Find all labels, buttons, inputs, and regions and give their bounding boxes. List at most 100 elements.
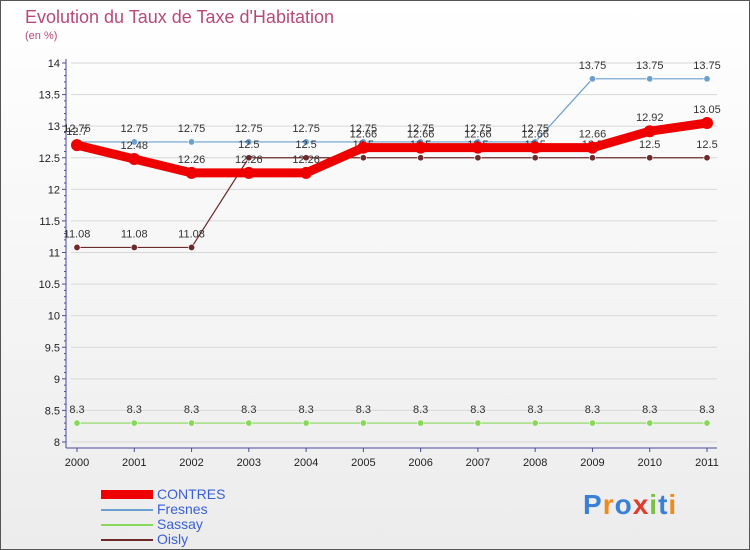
data-point — [531, 154, 539, 162]
x-tick-label: 2000 — [65, 457, 89, 469]
x-tick-label: 2008 — [523, 457, 547, 469]
data-point — [414, 141, 427, 154]
data-label: 8.3 — [699, 404, 714, 416]
data-label: 12.75 — [235, 123, 263, 135]
legend-item-oisly: Oisly — [101, 532, 225, 547]
data-label: 12.75 — [350, 123, 378, 135]
data-point — [417, 419, 425, 427]
data-label: 12.75 — [464, 123, 492, 135]
y-tick-label: 14 — [48, 58, 60, 70]
data-label: 8.3 — [127, 404, 142, 416]
y-tick-label: 13 — [48, 121, 60, 133]
logo-letter: r — [602, 489, 615, 520]
data-label: 12.26 — [292, 154, 320, 166]
logo-letter: P — [583, 489, 603, 520]
data-point — [130, 419, 138, 427]
logo-letter: i — [649, 489, 659, 520]
x-tick-label: 2010 — [637, 457, 661, 469]
data-label: 12.66 — [521, 129, 549, 141]
data-label: 11.08 — [121, 228, 148, 240]
data-label: 12.92 — [636, 112, 664, 124]
data-point — [302, 419, 310, 427]
data-point — [474, 419, 482, 427]
legend-swatch-contres — [101, 490, 153, 499]
data-point — [703, 419, 711, 427]
x-tick-label: 2002 — [179, 457, 203, 469]
data-point — [130, 243, 138, 251]
data-point — [703, 154, 711, 162]
data-label: 13.05 — [693, 104, 721, 116]
legend-item-sassay: Sassay — [101, 517, 225, 532]
legend-label-sassay: Sassay — [157, 516, 203, 532]
data-point — [242, 166, 255, 179]
legend-item-contres: CONTRES — [101, 487, 225, 502]
data-point — [300, 166, 313, 179]
data-point — [73, 243, 81, 251]
legend-label-contres: CONTRES — [157, 486, 226, 502]
series-line — [75, 118, 708, 178]
legend-swatch-oisly — [101, 538, 153, 541]
legend-item-fresnes: Fresnes — [101, 502, 225, 517]
data-label: 11.08 — [178, 228, 205, 240]
data-label: 12.48 — [121, 140, 149, 152]
data-label: 12.66 — [350, 129, 378, 141]
data-label: 8.3 — [642, 404, 657, 416]
y-tick-label: 9 — [54, 374, 60, 386]
data-point — [245, 419, 253, 427]
data-point — [643, 125, 656, 138]
data-point — [529, 141, 542, 154]
y-tick-label: 10.5 — [39, 279, 60, 291]
data-label: 8.3 — [585, 404, 600, 416]
data-label: 8.3 — [356, 404, 371, 416]
data-label: 13.75 — [636, 60, 664, 72]
data-label: 12.7 — [66, 126, 87, 138]
series-line — [77, 78, 707, 143]
x-tick-label: 2006 — [408, 457, 432, 469]
data-label: 12.26 — [178, 154, 206, 166]
chart-subtitle: (en %) — [25, 30, 58, 42]
data-point — [359, 419, 367, 427]
y-tick-label: 12 — [48, 184, 60, 196]
y-tick-label: 10 — [48, 311, 60, 323]
y-tick-label: 8 — [54, 437, 60, 449]
data-point — [302, 138, 310, 146]
series-line — [77, 157, 707, 249]
legend-label-fresnes: Fresnes — [157, 501, 208, 517]
data-point — [245, 154, 253, 162]
data-label: 12.5 — [238, 139, 259, 151]
data-point — [188, 243, 196, 251]
x-tick-label: 2001 — [122, 457, 146, 469]
data-point — [646, 154, 654, 162]
data-point — [359, 154, 367, 162]
data-label: 12.66 — [464, 129, 492, 141]
data-point — [588, 75, 596, 83]
data-label: 12.5 — [696, 139, 717, 151]
data-point — [417, 154, 425, 162]
data-label: 12.66 — [579, 129, 607, 141]
data-point — [588, 154, 596, 162]
data-label: 12.5 — [639, 139, 660, 151]
data-point — [128, 153, 141, 166]
y-tick-label: 11.5 — [39, 216, 60, 228]
y-tick-label: 12.5 — [39, 153, 60, 165]
data-label: 8.3 — [184, 404, 199, 416]
chart-title: Evolution du Taux de Taxe d'Habitation — [25, 7, 334, 27]
data-label: 11.08 — [64, 228, 91, 240]
data-label: 8.3 — [413, 404, 428, 416]
data-point — [646, 75, 654, 83]
y-tick-label: 9.5 — [45, 342, 60, 354]
data-point — [703, 75, 711, 83]
y-tick-label: 8.5 — [45, 405, 60, 417]
logo-letter: i — [668, 489, 678, 520]
logo-letter: o — [614, 489, 633, 520]
legend-label-oisly: Oisly — [157, 531, 189, 547]
data-label: 12.75 — [292, 123, 320, 135]
data-label: 13.75 — [579, 60, 607, 72]
data-point — [185, 166, 198, 179]
data-label: 13.75 — [693, 60, 721, 72]
logo-letter: x — [632, 489, 650, 520]
logo-letter: t — [658, 489, 669, 520]
data-label: 12.75 — [63, 123, 91, 135]
